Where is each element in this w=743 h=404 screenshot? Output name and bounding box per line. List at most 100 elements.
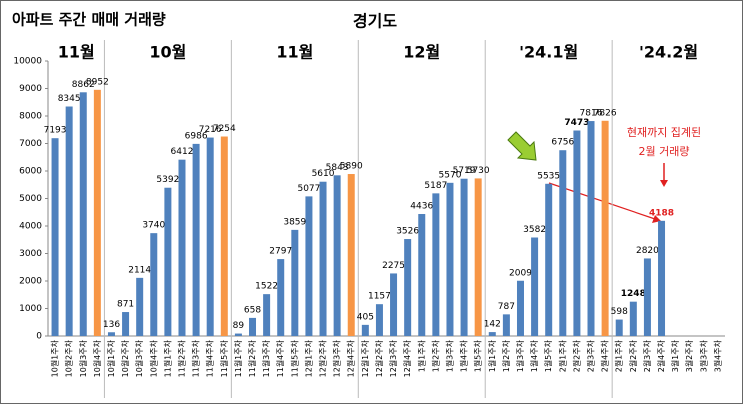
x-tick-label: 10월4주차 (148, 339, 158, 377)
bar (390, 273, 398, 336)
value-label: 2114 (128, 265, 151, 275)
bar (601, 120, 609, 336)
x-tick-label: 3월1주차 (670, 339, 680, 372)
x-tick-label: 3월3주차 (698, 339, 708, 372)
value-label: 5719 (453, 166, 476, 176)
x-tick-label: 12월4주차 (402, 339, 412, 377)
bar (347, 174, 355, 336)
x-tick-label: 11월1주차 (162, 339, 172, 377)
chart-title: 아파트 주간 매매 거래량 (12, 11, 166, 29)
x-tick-label: 12월2주차 (374, 339, 384, 377)
bar (305, 196, 313, 336)
x-tick-label: 11월3주차 (191, 339, 201, 377)
value-label: 5392 (156, 175, 179, 185)
bar (122, 312, 130, 336)
x-tick-label: 11월5주차 (289, 339, 299, 377)
bar (319, 181, 327, 336)
value-label: 2820 (636, 246, 659, 256)
bar (573, 130, 581, 336)
x-tick-label: 2월2주차 (628, 339, 638, 372)
value-label: 5730 (467, 166, 490, 176)
value-label: 598 (611, 307, 628, 317)
bar (192, 143, 200, 336)
value-label: 5535 (537, 171, 560, 181)
y-tick-label: 8000 (19, 112, 42, 122)
bar (418, 214, 426, 336)
month-label: 10월 (149, 43, 186, 62)
bar (220, 136, 228, 336)
x-tick-label: 2월1주차 (614, 339, 624, 372)
x-tick-label: 11월3주차 (261, 339, 271, 377)
x-tick-label: 11월1주차 (233, 339, 243, 377)
x-tick-label: 1월4주차 (529, 339, 539, 372)
value-label: 4436 (410, 202, 433, 212)
x-tick-label: 12월3주차 (332, 339, 342, 377)
x-tick-label: 12월1주차 (303, 339, 313, 377)
month-label: '24.2월 (639, 43, 698, 62)
month-label: 12월 (403, 43, 440, 62)
value-label: 658 (244, 305, 261, 315)
bar (531, 237, 539, 336)
y-tick-label: 10000 (13, 57, 42, 67)
x-tick-label: 1월3주차 (444, 339, 454, 372)
x-tick-label: 2월3주차 (642, 339, 652, 372)
x-tick-label: 1월3주차 (515, 339, 525, 372)
value-label: 89 (233, 321, 245, 331)
bar (516, 280, 524, 336)
x-tick-label: 2월3주차 (586, 339, 596, 372)
value-label: 1248 (621, 289, 646, 299)
month-label: 11월 (276, 43, 313, 62)
value-label: 2797 (269, 247, 292, 257)
value-label: 1157 (368, 292, 391, 302)
value-label: 3859 (283, 217, 306, 227)
bar (93, 89, 101, 336)
bar (375, 304, 383, 336)
bar (263, 294, 271, 336)
y-tick-label: 6000 (19, 167, 42, 177)
bar (136, 277, 144, 336)
y-tick-label: 3000 (19, 249, 42, 259)
x-tick-label: 1월1주차 (487, 339, 497, 372)
value-label: 7473 (564, 118, 589, 128)
value-label: 7254 (213, 124, 236, 134)
value-label: 136 (103, 320, 120, 330)
value-label: 5843 (326, 163, 349, 173)
value-label: 8862 (72, 80, 95, 90)
bar (79, 92, 87, 336)
bar (107, 332, 115, 336)
value-label: 8952 (86, 77, 109, 87)
value-label: 8345 (58, 94, 81, 104)
x-tick-label: 2월1주차 (557, 339, 567, 372)
month-label: '24.1월 (519, 43, 578, 62)
value-label: 6412 (171, 147, 194, 157)
value-label: 7216 (199, 125, 222, 135)
value-label: 3582 (523, 225, 546, 235)
y-tick-label: 0 (36, 332, 42, 342)
bar (446, 182, 454, 336)
x-tick-label: 12월2주차 (318, 339, 328, 377)
x-tick-label: 10월4주차 (92, 339, 102, 377)
value-label: 1522 (255, 282, 278, 292)
x-tick-label: 10월1주차 (50, 339, 60, 377)
value-label: 6986 (185, 131, 208, 141)
chart-subtitle: 경기도 (353, 12, 397, 31)
y-tick-label: 1000 (19, 304, 42, 314)
x-tick-label: 2월4주차 (600, 339, 610, 372)
annotation-arrowhead (660, 180, 668, 187)
bar (460, 178, 468, 336)
bar (206, 137, 214, 336)
bar (587, 121, 595, 336)
x-tick-label: 11월4주차 (205, 339, 215, 377)
value-label: 142 (484, 320, 501, 330)
bar (277, 259, 285, 336)
bar (333, 175, 341, 336)
value-label: 787 (498, 302, 515, 312)
bar (658, 220, 666, 336)
value-label: 4188 (649, 208, 674, 218)
bar (65, 106, 73, 336)
bar (432, 193, 440, 336)
x-tick-label: 10월3주차 (78, 339, 88, 377)
value-label: 5610 (312, 169, 335, 179)
x-tick-label: 10월2주차 (64, 339, 74, 377)
